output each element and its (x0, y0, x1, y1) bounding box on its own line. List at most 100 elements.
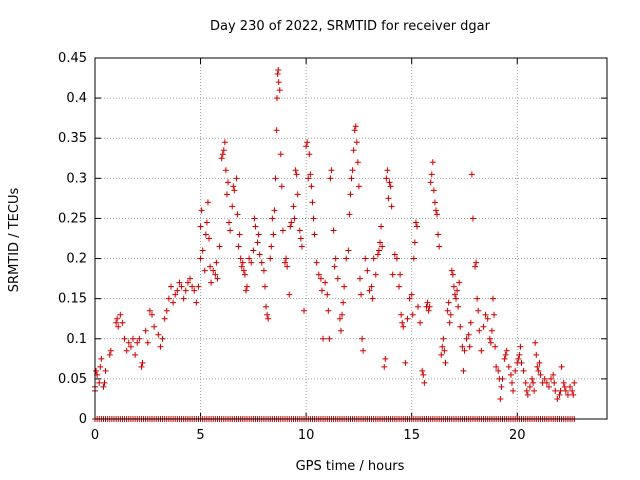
data-point (165, 295, 172, 302)
data-point (291, 215, 298, 222)
data-point (451, 291, 458, 298)
data-point (484, 315, 491, 322)
data-point (309, 199, 316, 206)
data-point (570, 391, 577, 398)
data-point (115, 323, 122, 330)
data-points (92, 67, 578, 422)
data-point (499, 375, 506, 382)
data-point (284, 263, 291, 270)
data-point (359, 335, 366, 342)
data-point (322, 279, 329, 286)
data-point (460, 367, 467, 374)
y-tick-label: 0.2 (66, 252, 87, 267)
data-point (531, 387, 538, 394)
data-point (346, 211, 353, 218)
data-point (282, 259, 289, 266)
data-point (184, 279, 191, 286)
data-point (155, 331, 162, 338)
data-point (260, 267, 267, 274)
data-point (144, 339, 151, 346)
data-point (298, 243, 305, 250)
data-point (520, 367, 527, 374)
data-point (288, 219, 295, 226)
data-point (560, 379, 567, 386)
data-point (225, 179, 232, 186)
data-point (332, 255, 339, 262)
data-point (246, 255, 253, 262)
data-point (475, 307, 482, 314)
data-point (139, 359, 146, 366)
data-point (391, 251, 398, 258)
data-point (508, 379, 515, 386)
data-point (210, 267, 217, 274)
data-point (358, 291, 365, 298)
data-point (517, 343, 524, 350)
data-point (488, 327, 495, 334)
data-point (174, 287, 181, 294)
data-point (425, 307, 432, 314)
data-point (454, 287, 461, 294)
y-tick-label: 0.15 (58, 292, 87, 307)
data-point (168, 283, 175, 290)
data-point (512, 367, 519, 374)
data-point (406, 295, 413, 302)
data-point (176, 279, 183, 286)
data-point (229, 203, 236, 210)
data-point (326, 335, 333, 342)
data-point (456, 279, 463, 286)
data-point (277, 151, 284, 158)
data-point (268, 243, 275, 250)
data-point (562, 387, 569, 394)
data-point (149, 311, 156, 318)
data-point (415, 303, 422, 310)
chart-title: Day 230 of 2022, SRMTID for receiver dga… (210, 19, 491, 34)
data-point (409, 311, 416, 318)
data-point (389, 271, 396, 278)
data-point (523, 387, 530, 394)
data-point (343, 255, 350, 262)
data-point (431, 199, 438, 206)
data-point (102, 367, 109, 374)
data-point (98, 355, 105, 362)
data-point (283, 255, 290, 262)
data-point (349, 167, 356, 174)
data-point (350, 147, 357, 154)
data-point (428, 171, 435, 178)
data-point (261, 283, 268, 290)
data-point (313, 259, 320, 266)
x-tick-label: 15 (403, 428, 420, 443)
data-point (352, 123, 359, 130)
data-point (125, 339, 132, 346)
data-point (351, 127, 358, 134)
data-point (248, 259, 255, 266)
data-point (439, 343, 446, 350)
data-point (466, 343, 473, 350)
data-point (341, 283, 348, 290)
data-point (402, 359, 409, 366)
x-tick-label: 5 (196, 428, 204, 443)
data-point (114, 315, 121, 322)
data-point (468, 171, 475, 178)
gridlines (95, 58, 607, 419)
data-point (330, 227, 337, 234)
data-point (267, 255, 274, 262)
y-tick-label: 0.3 (66, 171, 87, 186)
data-point (420, 371, 427, 378)
data-point (378, 223, 385, 230)
data-point (123, 347, 130, 354)
data-point (201, 267, 208, 274)
data-point (446, 319, 453, 326)
data-point (336, 315, 343, 322)
data-point (234, 211, 241, 218)
data-point (364, 267, 371, 274)
data-point (161, 315, 168, 322)
data-point (564, 391, 571, 398)
data-point (127, 343, 134, 350)
data-point (567, 383, 574, 390)
data-point (436, 243, 443, 250)
data-point (518, 359, 525, 366)
data-point (97, 363, 104, 370)
y-axis-label: SRMTID / TECUs (7, 188, 22, 293)
data-point (505, 363, 512, 370)
